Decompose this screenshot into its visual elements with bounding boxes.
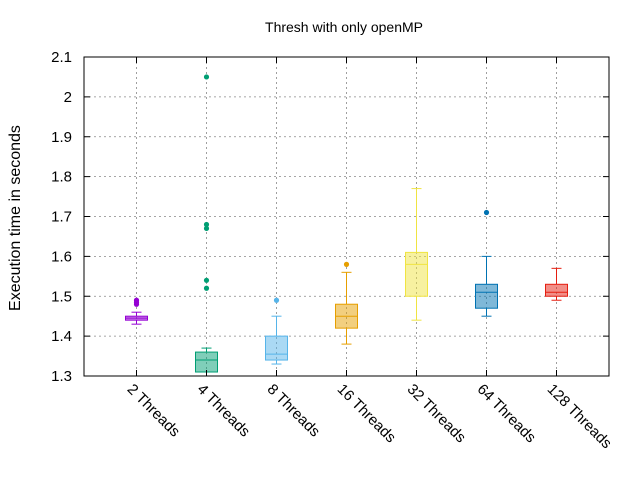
x-tick-label: 2 Threads (124, 381, 184, 441)
box-6 (475, 209, 498, 317)
y-tick-label: 2 (64, 89, 72, 106)
x-axis-ticks: 2 Threads 4 Threads 8 Threads 16 Threads 32 … (124, 57, 615, 452)
y-tick-label: 1.3 (51, 368, 72, 385)
box-1 (125, 297, 148, 325)
y-axis-label: Execution time in seconds (7, 125, 24, 311)
box-body (545, 283, 568, 297)
y-tick-label: 1.4 (51, 328, 72, 345)
box-body (475, 283, 498, 309)
outlier-point (203, 221, 210, 228)
box-body (265, 335, 288, 361)
box-body (405, 251, 428, 297)
x-tick-label: 8 Threads (264, 381, 324, 441)
outlier-point (203, 74, 210, 80)
x-tick-label: 64 Threads (474, 381, 539, 446)
y-tick-label: 1.5 (51, 288, 72, 305)
x-tick-label: 4 Threads (194, 381, 254, 441)
outlier-point (483, 209, 490, 216)
outlier-point (203, 277, 210, 283)
outlier-point (203, 225, 210, 232)
x-tick-label: 32 Threads (404, 381, 469, 446)
box-5 (405, 188, 428, 321)
y-axis-ticks: 1.3 1.4 1.5 1.6 1.7 1.8 1.9 2 2.1 (51, 49, 609, 385)
box-4 (335, 261, 358, 345)
outlier-point (203, 285, 210, 291)
outlier-point (273, 297, 280, 303)
x-tick-label: 16 Threads (334, 381, 399, 446)
outlier-point (343, 261, 350, 267)
box-3 (265, 297, 288, 365)
box-7 (545, 267, 568, 301)
y-tick-label: 1.9 (51, 129, 72, 146)
outlier-point (133, 297, 140, 303)
chart-title: Thresh with only openMP (265, 19, 423, 35)
plot-frame (83, 56, 610, 377)
box-body (195, 351, 218, 373)
y-tick-label: 2.1 (51, 49, 72, 66)
y-tick-label: 1.8 (51, 169, 72, 186)
x-tick-label: 128 Threads (544, 381, 615, 452)
y-tick-label: 1.6 (51, 248, 72, 265)
y-tick-label: 1.7 (51, 209, 72, 226)
